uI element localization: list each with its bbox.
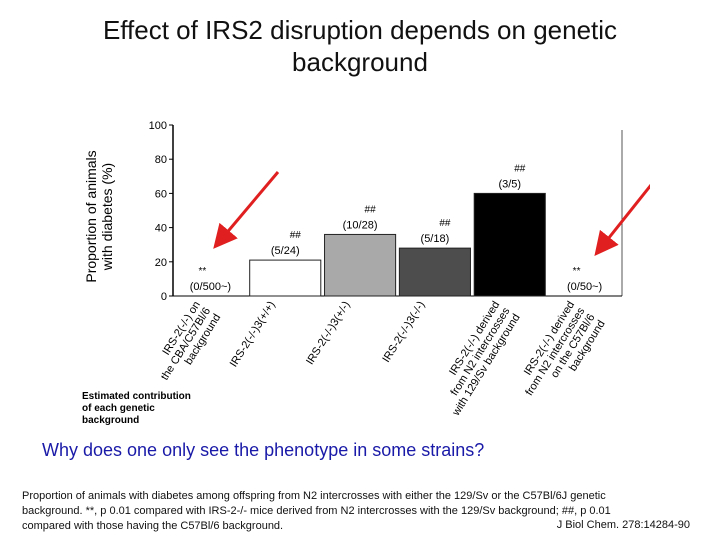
category-label-line: IRS-2(-/-)3(+/+) bbox=[228, 299, 278, 369]
y-tick-label: 100 bbox=[149, 120, 167, 132]
title-line-1: Effect of IRS2 disruption depends on gen… bbox=[102, 15, 618, 45]
count-label: (5/24) bbox=[271, 245, 300, 257]
bar bbox=[324, 233, 397, 297]
diabetes-bar-chart: 0 20 40 60 80 100 Proportion of animals with di… bbox=[82, 120, 650, 426]
y-tick-label: 80 bbox=[155, 154, 167, 166]
discussion-question: Why does one only see the phenotype in s… bbox=[42, 440, 485, 460]
count-label: (3/5) bbox=[498, 178, 521, 190]
category-label-line: IRS-2(-/-)3(-/-) bbox=[380, 299, 427, 364]
significance-marker: ## bbox=[365, 204, 377, 215]
category-label-line: IRS-2(-/-)3(+/-) bbox=[304, 299, 353, 367]
category-label: IRS-2(-/-)3(+/+) bbox=[228, 299, 278, 369]
caption-line-1: Proportion of animals with diabetes amon… bbox=[22, 490, 606, 502]
contribution-label-line: Estimated contribution bbox=[82, 391, 191, 402]
category-label: IRS-2(-/-)3(-/-) bbox=[380, 299, 427, 364]
count-label: (5/18) bbox=[421, 233, 450, 245]
y-tick-label: 20 bbox=[155, 257, 167, 269]
y-tick-label: 0 bbox=[161, 291, 167, 303]
red-arrow bbox=[213, 171, 280, 249]
y-axis-label-line-1: Proportion of animals bbox=[83, 150, 99, 282]
count-label: (0/50~) bbox=[567, 281, 602, 293]
y-tick-label: 40 bbox=[155, 223, 167, 235]
significance-marker: ## bbox=[514, 163, 526, 174]
count-label: (10/28) bbox=[343, 219, 378, 231]
bar bbox=[473, 192, 546, 297]
caption-line-2: background. **, p 0.01 compared with IRS… bbox=[22, 505, 611, 517]
significance-marker: ** bbox=[199, 266, 207, 277]
figure-caption: Proportion of animals with diabetes amon… bbox=[22, 489, 702, 534]
bar bbox=[249, 259, 322, 297]
significance-marker: ** bbox=[573, 266, 581, 277]
bar bbox=[398, 247, 471, 297]
contribution-label-line: background bbox=[82, 415, 139, 426]
y-axis-label-line-2: with diabetes (%) bbox=[99, 163, 115, 271]
citation: J Biol Chem. 278:14284-90 bbox=[556, 519, 690, 531]
caption-line-3: compared with those having the C57Bl/6 b… bbox=[22, 520, 284, 532]
y-tick-label: 60 bbox=[155, 188, 167, 200]
category-label: IRS-2(-/-)3(+/-) bbox=[304, 299, 353, 367]
contribution-label-line: of each genetic bbox=[82, 403, 155, 414]
title-line-2: background bbox=[292, 47, 428, 77]
slide-title: Effect of IRS2 disruption depends on gen… bbox=[40, 14, 680, 78]
red-arrow bbox=[594, 183, 650, 257]
significance-marker: ## bbox=[290, 230, 302, 241]
count-label: (0/500~) bbox=[190, 281, 231, 293]
significance-marker: ## bbox=[439, 218, 451, 229]
